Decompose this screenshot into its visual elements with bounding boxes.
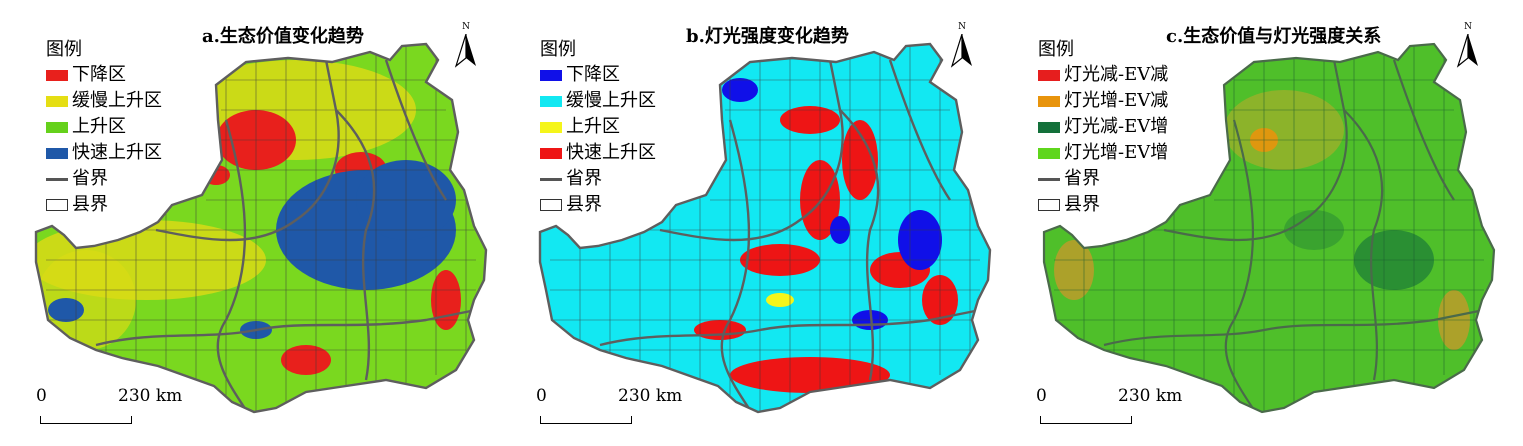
north-arrow: N — [1454, 22, 1482, 72]
legend-swatch — [1038, 147, 1060, 159]
north-arrow-icon — [1456, 34, 1478, 68]
legend-label: 上升区 — [72, 116, 126, 137]
legend-title: 图例 — [46, 39, 82, 60]
province-line-swatch — [46, 177, 68, 181]
north-label: N — [958, 22, 966, 32]
legend-item-province: 省界 — [46, 166, 162, 192]
map-c — [1042, 42, 1496, 414]
scale-distance: 230 km — [1118, 386, 1183, 406]
legend-label: 县界 — [1064, 194, 1100, 215]
legend-item-county: 县界 — [46, 192, 162, 218]
legend-item-county: 县界 — [540, 192, 656, 218]
county-box-swatch — [540, 199, 562, 211]
legend-c: 图例 灯光减-EV减 灯光增-EV减 灯光减-EV增 灯光增-EV增 省界 县界 — [1038, 38, 1168, 218]
scale-zero: 0 — [536, 386, 547, 406]
north-arrow-icon — [454, 34, 476, 68]
legend-item: 缓慢上升区 — [46, 88, 162, 114]
legend-swatch — [46, 69, 68, 81]
scale-bar-b: 0 230 km — [536, 386, 683, 426]
panel-b: b.灯光强度变化趋势 N 图例 下降区 缓慢上升区 上升区 快速上升区 省界 县… — [510, 0, 1010, 446]
legend-item-county: 县界 — [1038, 192, 1168, 218]
scale-bar-line — [540, 416, 632, 424]
scale-bar-a: 0 230 km — [36, 386, 183, 426]
legend-b: 图例 下降区 缓慢上升区 上升区 快速上升区 省界 县界 — [540, 38, 656, 218]
scale-bar-line — [1040, 416, 1132, 424]
county-box-swatch — [46, 199, 68, 211]
legend-swatch — [46, 95, 68, 107]
legend-swatch — [540, 121, 562, 133]
legend-swatch — [1038, 69, 1060, 81]
legend-swatch — [540, 147, 562, 159]
legend-swatch — [540, 69, 562, 81]
scale-distance: 230 km — [118, 386, 183, 406]
scale-distance: 230 km — [618, 386, 683, 406]
province-line-swatch — [540, 177, 562, 181]
legend-item: 灯光增-EV增 — [1038, 140, 1168, 166]
legend-item: 灯光增-EV减 — [1038, 88, 1168, 114]
north-label: N — [1464, 22, 1472, 32]
legend-label: 县界 — [72, 194, 108, 215]
legend-item: 上升区 — [540, 114, 656, 140]
legend-label: 缓慢上升区 — [72, 90, 162, 111]
legend-label: 快速上升区 — [72, 142, 162, 163]
legend-item: 快速上升区 — [540, 140, 656, 166]
scale-zero: 0 — [36, 386, 47, 406]
legend-swatch — [46, 147, 68, 159]
panel-a: a.生态价值变化趋势 N 图例 下降区 缓慢上升区 上升区 快速上升区 省界 县… — [6, 0, 506, 446]
north-label: N — [462, 22, 470, 32]
legend-label: 灯光增-EV增 — [1064, 142, 1169, 163]
legend-item: 缓慢上升区 — [540, 88, 656, 114]
legend-item: 下降区 — [540, 62, 656, 88]
county-box-swatch — [1038, 199, 1060, 211]
legend-label: 缓慢上升区 — [566, 90, 656, 111]
legend-label: 省界 — [1064, 168, 1100, 189]
panel-b-title: b.灯光强度变化趋势 — [686, 26, 849, 47]
legend-swatch — [1038, 95, 1060, 107]
legend-swatch — [1038, 121, 1060, 133]
legend-item: 快速上升区 — [46, 140, 162, 166]
scale-bar-line — [40, 416, 132, 424]
legend-label: 下降区 — [566, 64, 620, 85]
legend-item-province: 省界 — [540, 166, 656, 192]
legend-item: 下降区 — [46, 62, 162, 88]
legend-item-province: 省界 — [1038, 166, 1168, 192]
legend-label: 省界 — [72, 168, 108, 189]
legend-label: 县界 — [566, 194, 602, 215]
legend-swatch — [540, 95, 562, 107]
legend-label: 灯光减-EV减 — [1064, 64, 1169, 85]
legend-item: 上升区 — [46, 114, 162, 140]
legend-label: 灯光减-EV增 — [1064, 116, 1169, 137]
legend-item: 灯光减-EV增 — [1038, 114, 1168, 140]
panel-a-title: a.生态价值变化趋势 — [202, 26, 364, 47]
legend-label: 上升区 — [566, 116, 620, 137]
legend-label: 灯光增-EV减 — [1064, 90, 1169, 111]
panel-c-title: c.生态价值与灯光强度关系 — [1166, 26, 1382, 47]
legend-title: 图例 — [540, 39, 576, 60]
north-arrow-icon — [950, 34, 972, 68]
north-arrow: N — [948, 22, 976, 72]
scale-zero: 0 — [1036, 386, 1047, 406]
legend-label: 省界 — [566, 168, 602, 189]
legend-a: 图例 下降区 缓慢上升区 上升区 快速上升区 省界 县界 — [46, 38, 162, 218]
map-a — [34, 42, 488, 414]
scale-bar-c: 0 230 km — [1036, 386, 1183, 426]
panel-c: c.生态价值与灯光强度关系 N 图例 灯光减-EV减 灯光增-EV减 灯光减-E… — [1014, 0, 1514, 446]
legend-swatch — [46, 121, 68, 133]
north-arrow: N — [452, 22, 480, 72]
map-b — [538, 42, 992, 414]
legend-title: 图例 — [1038, 39, 1074, 60]
legend-item: 灯光减-EV减 — [1038, 62, 1168, 88]
legend-label: 快速上升区 — [566, 142, 656, 163]
province-line-swatch — [1038, 177, 1060, 181]
legend-label: 下降区 — [72, 64, 126, 85]
